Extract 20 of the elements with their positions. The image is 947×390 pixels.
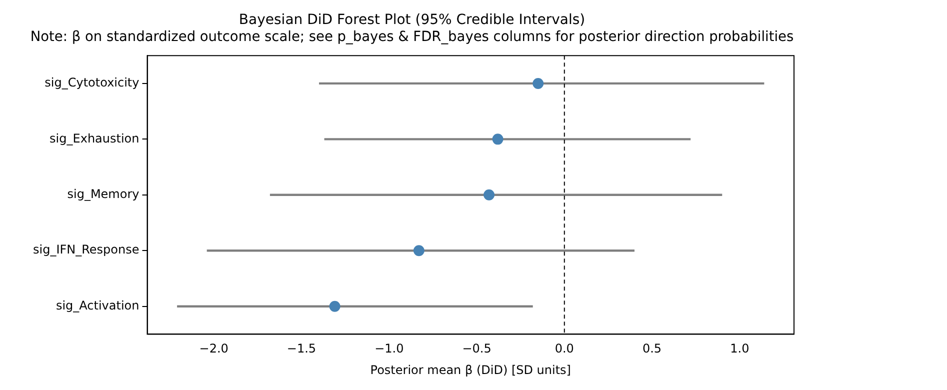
- point: [532, 78, 544, 89]
- y-tick-label: sig_Exhaustion: [50, 131, 140, 146]
- point: [329, 300, 340, 312]
- chart-subtitle: Note: β on standardized outcome scale; see p_bayes & FDR_bayes columns for posterior direction probabilities: [30, 28, 794, 45]
- y-tick-label: sig_Activation: [56, 298, 140, 312]
- chart-title: Bayesian DiD Forest Plot (95% Credible Intervals): [238, 12, 586, 28]
- x-tick-label: −2.0: [199, 342, 228, 356]
- y-tick-label: sig_Memory: [67, 187, 140, 202]
- y-tick-label: sig_Cytotoxicity: [44, 76, 140, 90]
- point: [484, 189, 495, 200]
- x-tick-label: −0.5: [462, 342, 492, 356]
- x-tick-label: −1.0: [374, 342, 404, 356]
- x-tick-label: 0.5: [642, 342, 662, 356]
- x-axis-title: Posterior mean β (DiD) [SD units]: [370, 362, 571, 377]
- x-tick-label: 1.0: [730, 342, 750, 356]
- point: [492, 134, 504, 145]
- y-tick-label: sig_IFN_Response: [32, 242, 140, 257]
- x-tick-label: 0.0: [554, 342, 574, 356]
- x-tick-label: −1.5: [286, 342, 316, 356]
- point: [413, 245, 424, 256]
